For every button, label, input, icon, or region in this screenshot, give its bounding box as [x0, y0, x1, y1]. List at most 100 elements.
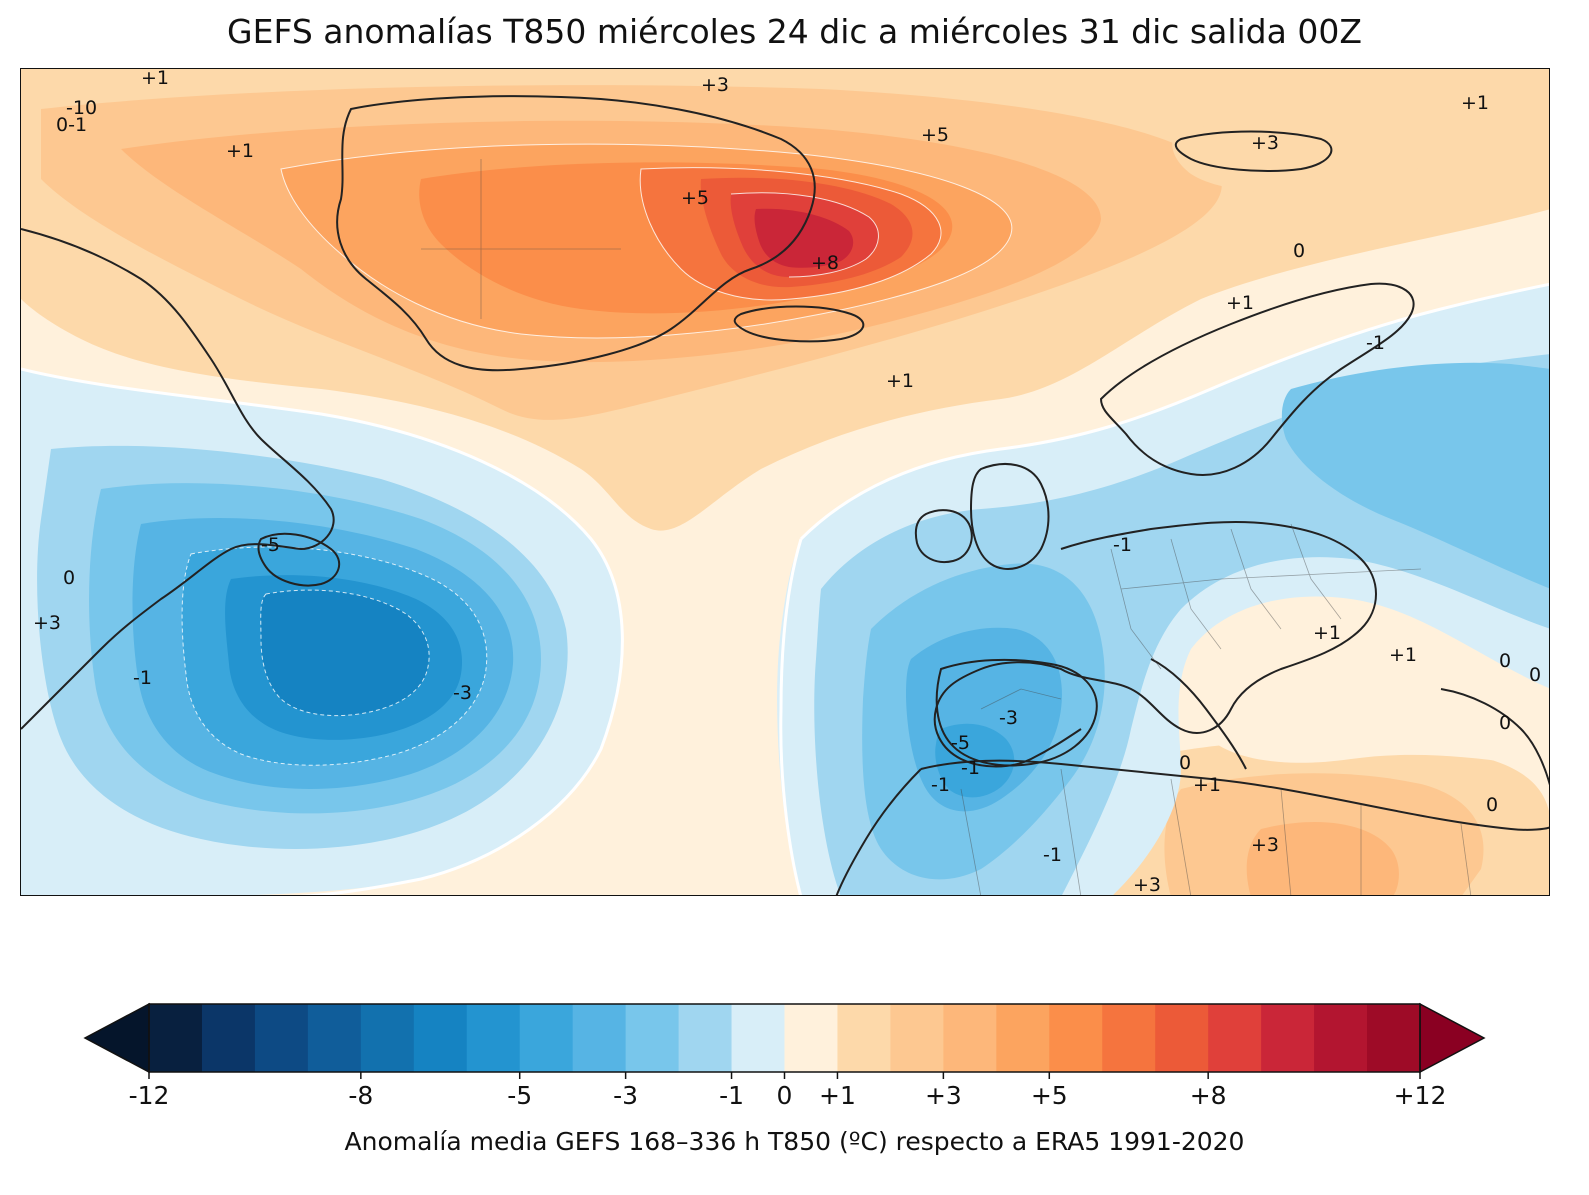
contour-label: +3 [701, 74, 729, 96]
colorbar-segment [254, 1004, 309, 1072]
contour-label: -3 [999, 707, 1018, 729]
contour-label: -1 [133, 667, 152, 689]
balkans-warm [1193, 602, 1549, 769]
colorbar-segment [201, 1004, 256, 1072]
colorbar-segment [1208, 1004, 1262, 1072]
italy-coast [1150, 658, 1247, 770]
contour-cold-3 [181, 546, 488, 766]
colorbar-tick-label: +3 [925, 1081, 962, 1110]
anomaly-map: +1 -10 0-1 +3 +5 +5 +8 +1 +1 +3 0 +1 -1 … [20, 68, 1550, 896]
contour-label: 0 [1499, 650, 1511, 672]
svalbard-coast [1174, 130, 1333, 172]
colorbar-segment [678, 1004, 733, 1072]
contour-warm-3 [280, 143, 1013, 339]
contour-label: +1 [1193, 774, 1221, 796]
russia-cold [1281, 362, 1549, 589]
contour-cold-5 [260, 589, 430, 717]
minor-contours [181, 143, 1013, 766]
contour-label: +3 [33, 612, 61, 634]
contour-label: +1 [1226, 292, 1254, 314]
zero-contour-atlantic [779, 538, 803, 895]
contour-label: +8 [811, 252, 839, 274]
colorbar-segment [1049, 1004, 1103, 1072]
contour-label: 0 [1293, 240, 1305, 262]
colorbar-tick-label: +5 [1031, 1081, 1068, 1110]
map-canvas: +1 -10 0-1 +3 +5 +5 +8 +1 +1 +3 0 +1 -1 … [21, 69, 1549, 896]
colorbar-over-triangle [1419, 1002, 1486, 1074]
colorbar-segment [996, 1004, 1050, 1072]
greenland-coast [336, 95, 816, 372]
border-5 [1120, 568, 1422, 590]
border-12 [1460, 823, 1472, 895]
north-africa-coast [920, 759, 1549, 831]
contour-label: 0 [1529, 664, 1541, 686]
colorbar-tick-label: -5 [507, 1081, 532, 1110]
zero-contour-west [21, 367, 624, 895]
contour-label: +5 [681, 187, 709, 209]
colorbar-segments [149, 1004, 1421, 1072]
contour-label: +1 [141, 69, 169, 89]
colorbar-segment [360, 1004, 415, 1072]
country-borders [421, 159, 1472, 895]
svalbard-warm [1172, 123, 1423, 194]
contour-labels: +1 -10 0-1 +3 +5 +5 +8 +1 +1 +3 0 +1 -1 … [33, 69, 1541, 896]
contour-label: -1 [961, 757, 980, 779]
colorbar-segment [466, 1004, 521, 1072]
contour-label: -1 [1366, 332, 1385, 354]
colorbar-under-triangle [83, 1002, 150, 1074]
colorbar-segment [1314, 1004, 1368, 1072]
border-4 [1290, 523, 1342, 620]
colorbar-segment [149, 1004, 203, 1072]
iceland-coast [733, 305, 865, 343]
ireland-coast [914, 509, 973, 563]
contour-label: 0 [1179, 752, 1191, 774]
zero-contour-east [799, 282, 1549, 541]
nw-cold-7 [260, 590, 430, 716]
colorbar-canvas: -12 -8 -5 -3 -1 0 +1 +3 +5 +8 +12 [83, 1002, 1486, 1110]
contour-label: +1 [1313, 622, 1341, 644]
colorbar-segment [837, 1004, 891, 1072]
warm-band-9 [754, 208, 854, 268]
colorbar-segment [307, 1004, 362, 1072]
colorbar-tick-label: -12 [129, 1081, 170, 1110]
colorbar-ticks: -12 -8 -5 -3 -1 0 +1 +3 +5 +8 +12 [129, 1072, 1447, 1110]
colorbar-segment [572, 1004, 627, 1072]
contour-warm-5 [639, 167, 942, 301]
sahara-warm-3 [1246, 821, 1399, 895]
border-8 [1060, 768, 1082, 895]
border-6 [980, 688, 1062, 710]
coastlines [21, 95, 1549, 895]
contour-label: +1 [1461, 92, 1489, 114]
contour-label: +3 [1133, 874, 1161, 896]
colorbar-segment [890, 1004, 944, 1072]
contour-label: +3 [1251, 834, 1279, 856]
colorbar-segment [784, 1004, 838, 1072]
colorbar-segment [943, 1004, 997, 1072]
border-3 [1230, 528, 1282, 630]
border-2 [1170, 538, 1222, 650]
colorbar-tick-label: -1 [719, 1081, 744, 1110]
contour-label: 0 [1486, 794, 1498, 816]
colorbar-segment [519, 1004, 574, 1072]
colorbar-segment [1261, 1004, 1315, 1072]
scandinavia-coast [1099, 282, 1415, 476]
colorbar-segment [1102, 1004, 1156, 1072]
border-1 [1110, 548, 1162, 670]
contour-label: -5 [951, 732, 970, 754]
contour-warm-8 [730, 192, 879, 278]
contour-label: -5 [261, 534, 280, 556]
colorbar-tick-label: 0 [777, 1081, 793, 1110]
border-9 [1170, 778, 1192, 895]
contour-label: -1 [1113, 534, 1132, 556]
colorbar-tick-label: +12 [1394, 1081, 1447, 1110]
map-title: GEFS anomalías T850 miércoles 24 dic a m… [227, 12, 1362, 51]
contour-label: +1 [886, 370, 914, 392]
colorbar-segment [625, 1004, 680, 1072]
colorbar-tick-label: +8 [1190, 1081, 1227, 1110]
zero-contours [21, 282, 1549, 895]
border-10 [1280, 788, 1292, 895]
contour-label: -1 [931, 774, 950, 796]
colorbar-segment [731, 1004, 785, 1072]
contour-label: +1 [1389, 644, 1417, 666]
colorbar-label: Anomalía media GEFS 168–336 h T850 (ºC) … [344, 1127, 1245, 1156]
